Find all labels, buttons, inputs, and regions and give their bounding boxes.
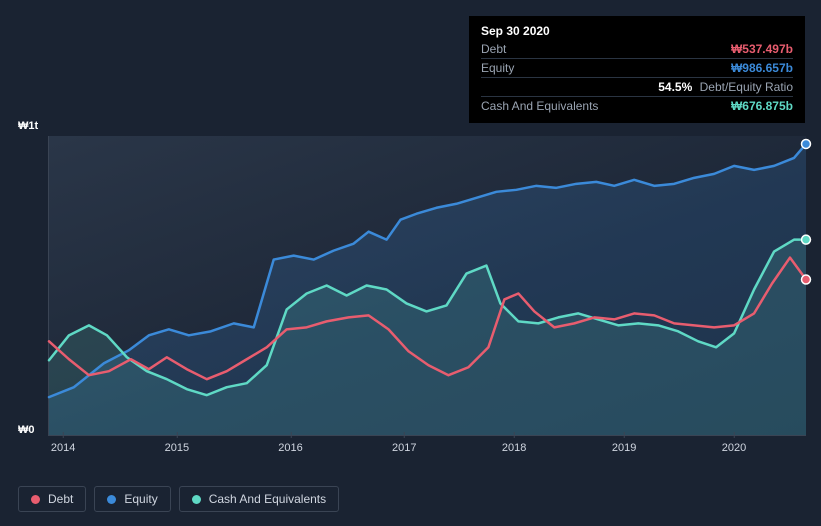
tooltip-label: Equity <box>481 61 514 75</box>
series-end-marker-equity <box>802 139 811 148</box>
x-axis-label: 2020 <box>722 442 746 454</box>
legend-label: Cash And Equivalents <box>209 492 326 506</box>
chart-area: ₩1t ₩0 <box>18 120 806 440</box>
x-axis-label: 2014 <box>51 442 75 454</box>
y-axis-label: ₩0 <box>18 424 35 436</box>
chart-legend: Debt Equity Cash And Equivalents <box>18 486 339 512</box>
series-end-marker-cash-and-equivalents <box>802 235 811 244</box>
chart-tooltip: Sep 30 2020 Debt ₩537.497b Equity ₩986.657b… <box>469 16 805 123</box>
legend-dot-icon <box>192 495 201 504</box>
x-axis-label: 2016 <box>278 442 302 454</box>
tooltip-value: ₩537.497b <box>731 42 793 56</box>
tooltip-row: 54.5% Debt/Equity Ratio <box>481 77 793 96</box>
x-axis-label: 2019 <box>612 442 636 454</box>
x-axis-label: 2015 <box>165 442 189 454</box>
legend-item-equity[interactable]: Equity <box>94 486 170 512</box>
legend-item-debt[interactable]: Debt <box>18 486 86 512</box>
chart-plot[interactable] <box>48 136 806 436</box>
tooltip-value: ₩676.875b <box>731 99 793 113</box>
legend-dot-icon <box>107 495 116 504</box>
tooltip-suffix: Debt/Equity Ratio <box>696 80 793 94</box>
chart-svg <box>49 136 806 435</box>
legend-item-cash-and-equivalents[interactable]: Cash And Equivalents <box>179 486 339 512</box>
y-axis-label: ₩1t <box>18 120 38 132</box>
tooltip-label: Debt <box>481 42 506 56</box>
tooltip-row: Equity ₩986.657b <box>481 58 793 77</box>
series-end-marker-debt <box>802 275 811 284</box>
tooltip-date: Sep 30 2020 <box>481 24 793 40</box>
tooltip-label: Cash And Equivalents <box>481 99 598 113</box>
legend-label: Debt <box>48 492 73 506</box>
tooltip-value: ₩986.657b <box>731 61 793 75</box>
tooltip-value: 54.5% Debt/Equity Ratio <box>658 80 793 94</box>
x-axis: 2014 2015 2016 2017 2018 2019 2020 <box>48 442 806 462</box>
x-axis-label: 2017 <box>392 442 416 454</box>
legend-dot-icon <box>31 495 40 504</box>
x-axis-label: 2018 <box>502 442 526 454</box>
tooltip-row: Debt ₩537.497b <box>481 40 793 58</box>
tooltip-row: Cash And Equivalents ₩676.875b <box>481 96 793 115</box>
legend-label: Equity <box>124 492 157 506</box>
